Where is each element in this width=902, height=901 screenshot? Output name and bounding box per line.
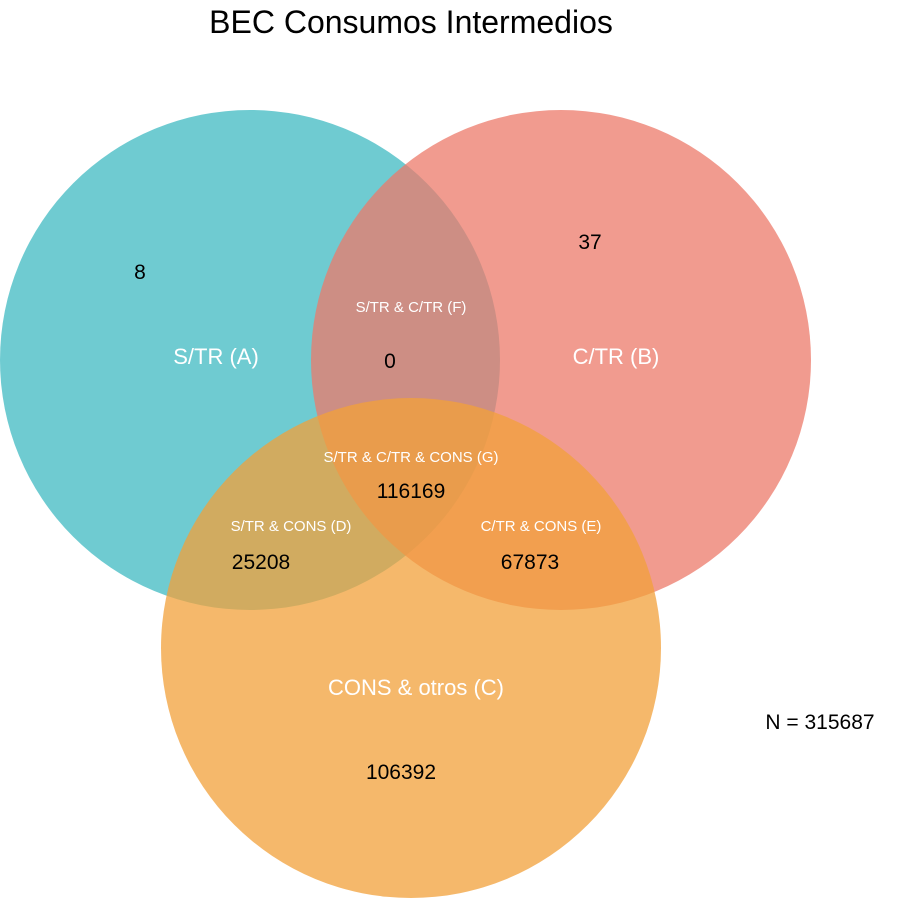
set-label-c-tr-b: C/TR (B) <box>573 344 660 369</box>
count-b-only: 37 <box>578 231 601 254</box>
count-a-only: 8 <box>134 261 146 284</box>
circle-cons-otros-c <box>161 398 661 898</box>
count-g: 116169 <box>377 480 446 503</box>
region-label-e: C/TR & CONS (E) <box>481 518 602 535</box>
total-count: N = 315687 <box>765 711 874 734</box>
set-label-s-tr-a: S/TR (A) <box>173 344 259 369</box>
count-f: 0 <box>384 350 396 373</box>
count-e: 67873 <box>501 551 559 574</box>
region-label-d: S/TR & CONS (D) <box>231 518 352 535</box>
venn-circles <box>0 110 811 898</box>
region-label-f: S/TR & C/TR (F) <box>356 299 467 316</box>
region-label-g: S/TR & C/TR & CONS (G) <box>323 449 498 466</box>
diagram-title: BEC Consumos Intermedios <box>209 4 613 40</box>
set-label-cons-otros-c: CONS & otros (C) <box>328 675 504 700</box>
count-c-only: 106392 <box>366 761 436 784</box>
count-d: 25208 <box>232 551 290 574</box>
